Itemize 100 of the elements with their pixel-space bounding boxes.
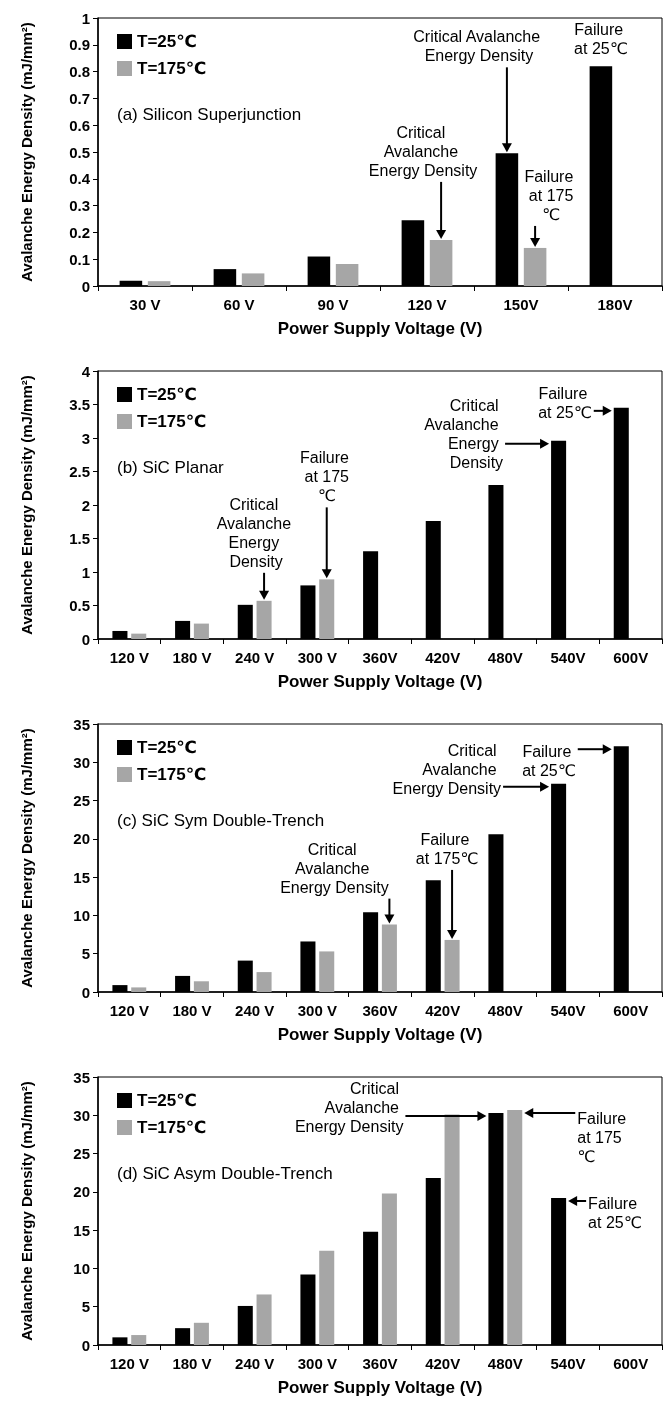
y-tick-label: 4 <box>81 362 91 380</box>
text: (a) Silicon Superjunction <box>117 105 302 124</box>
text: (b) SiC Planar <box>117 458 225 477</box>
y-tick-label: 25 <box>73 792 90 810</box>
x-axis-title: Power Supply Voltage (V) <box>277 1378 483 1397</box>
x-tick-label: 300 V <box>297 1355 337 1372</box>
x-tick-label: 360V <box>362 1355 398 1372</box>
annotation: Critical Avalanche Energy Density <box>392 742 502 798</box>
annotation: Failure at 25℃ <box>574 21 628 58</box>
y-tick-label: 20 <box>73 830 90 848</box>
bar <box>256 972 272 992</box>
y-tick-label: 1.5 <box>69 530 90 547</box>
annotation: Failure at 175℃ <box>524 167 578 223</box>
y-tick-label: 0.1 <box>69 250 90 268</box>
y-axis-title: Avalanche Energy Density (mJ/mm²) <box>17 728 35 988</box>
legend-label: T=25℃ <box>137 1091 197 1110</box>
x-tick-label: 420V <box>425 1355 461 1372</box>
x-tick-label: 360V <box>362 1002 398 1019</box>
x-tick-label: 120 V <box>407 296 447 313</box>
bar <box>523 247 547 286</box>
y-tick-label: 0.5 <box>69 597 90 614</box>
bar <box>147 281 171 286</box>
bar <box>319 951 335 992</box>
y-axis-title: Avalanche Energy Density (mJ/mm²) <box>17 1081 35 1341</box>
x-tick-label: 30 V <box>129 296 161 313</box>
bar <box>131 1335 147 1345</box>
y-tick-label: 30 <box>73 1106 90 1124</box>
y-tick-label: 0.2 <box>69 223 90 241</box>
x-tick-label: 600V <box>613 1002 649 1019</box>
legend-label: T=25℃ <box>137 738 197 757</box>
y-tick-label: 0 <box>81 630 90 648</box>
y-tick-label: 1 <box>81 563 90 581</box>
annotation: Critical Avalanche Energy Density <box>424 396 504 471</box>
bar <box>507 1109 523 1345</box>
bar <box>131 633 147 639</box>
y-tick-label: 0.6 <box>69 116 90 134</box>
y-tick-label: 0.9 <box>69 36 90 54</box>
x-axis-title: Power Supply Voltage (V) <box>277 672 483 691</box>
x-tick-label: 180V <box>597 296 633 313</box>
y-tick-label: 10 <box>73 906 90 924</box>
annotation: Failure at 175℃ <box>415 830 479 867</box>
x-tick-label: 480V <box>487 649 523 666</box>
bar <box>193 623 209 639</box>
x-tick-label: 240 V <box>235 649 275 666</box>
legend-label: T=175℃ <box>137 412 207 431</box>
text: (c) SiC Sym Double-Trench <box>117 811 325 830</box>
bar <box>256 1294 272 1345</box>
x-tick-label: 240 V <box>235 1002 275 1019</box>
annotation: Critical Avalanche Energy Density <box>280 840 389 896</box>
annotation: Failure at 25℃ <box>538 384 592 421</box>
y-tick-label: 35 <box>73 715 90 733</box>
annotation: Critical Avalanche Energy Density <box>216 495 296 570</box>
x-tick-label: 540V <box>550 649 586 666</box>
annotation: Failure at 175℃ <box>300 449 354 505</box>
y-tick-label: 20 <box>73 1183 90 1201</box>
x-tick-label: 300 V <box>297 1002 337 1019</box>
annotation: Failure at 25℃ <box>588 1194 642 1231</box>
legend-label: T=175℃ <box>137 765 207 784</box>
bar <box>429 239 453 286</box>
x-tick-label: 180 V <box>172 1002 212 1019</box>
x-tick-label: 540V <box>550 1355 586 1372</box>
y-tick-label: 25 <box>73 1145 90 1163</box>
y-tick-label: 10 <box>73 1259 90 1277</box>
y-tick-label: 0 <box>81 277 90 295</box>
x-tick-label: 120 V <box>109 649 149 666</box>
x-tick-label: 540V <box>550 1002 586 1019</box>
y-tick-label: 15 <box>73 868 90 886</box>
bar <box>193 1322 209 1345</box>
y-tick-label: 35 <box>73 1068 90 1086</box>
x-tick-label: 420V <box>425 1002 461 1019</box>
x-tick-label: 60 V <box>223 296 255 313</box>
y-tick-label: 2.5 <box>69 463 90 480</box>
y-tick-label: 2 <box>81 496 90 514</box>
annotation: Critical Avalanche Energy Density <box>413 28 545 65</box>
y-tick-label: 5 <box>81 945 90 963</box>
y-tick-label: 1 <box>81 9 90 27</box>
y-axis-title: Avalanche Energy Density (mJ/mm²) <box>17 375 35 635</box>
y-tick-label: 0.8 <box>69 63 90 81</box>
annotation: Failure at 25℃ <box>522 743 576 780</box>
legend-label: T=25℃ <box>137 32 197 51</box>
x-tick-label: 180 V <box>172 1355 212 1372</box>
y-tick-label: 3 <box>81 429 90 447</box>
y-tick-label: 0.7 <box>69 89 90 107</box>
legend-label: T=175℃ <box>137 1118 207 1137</box>
annotation: Failure at 175℃ <box>577 1110 631 1166</box>
annotation: Critical Avalanche Energy Density <box>294 1080 404 1136</box>
x-tick-label: 480V <box>487 1355 523 1372</box>
y-tick-label: 0.5 <box>69 143 90 161</box>
x-tick-label: 90 V <box>317 296 349 313</box>
x-tick-label: 180 V <box>172 649 212 666</box>
y-tick-label: 5 <box>81 1298 90 1316</box>
x-tick-label: 360V <box>362 649 398 666</box>
bar <box>444 1114 460 1345</box>
legend-label: T=25℃ <box>137 385 197 404</box>
x-tick-label: 240 V <box>235 1355 275 1372</box>
legend-label: T=175℃ <box>137 59 207 78</box>
x-tick-label: 120 V <box>109 1002 149 1019</box>
y-axis-title: Avalanche Energy Density (mJ/mm²) <box>17 22 35 282</box>
y-tick-label: 15 <box>73 1221 90 1239</box>
bar <box>131 987 147 992</box>
